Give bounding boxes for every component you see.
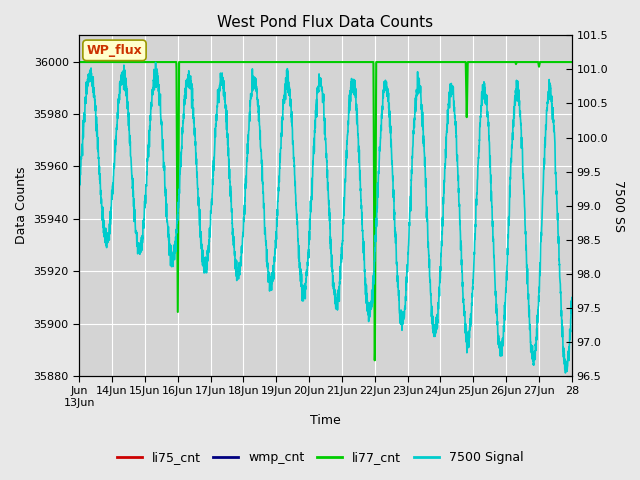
Text: WP_flux: WP_flux [86, 44, 142, 57]
Y-axis label: Data Counts: Data Counts [15, 167, 28, 244]
Legend: li75_cnt, wmp_cnt, li77_cnt, 7500 Signal: li75_cnt, wmp_cnt, li77_cnt, 7500 Signal [112, 446, 528, 469]
Title: West Pond Flux Data Counts: West Pond Flux Data Counts [218, 15, 433, 30]
X-axis label: Time: Time [310, 414, 341, 427]
Y-axis label: 7500 SS: 7500 SS [612, 180, 625, 232]
